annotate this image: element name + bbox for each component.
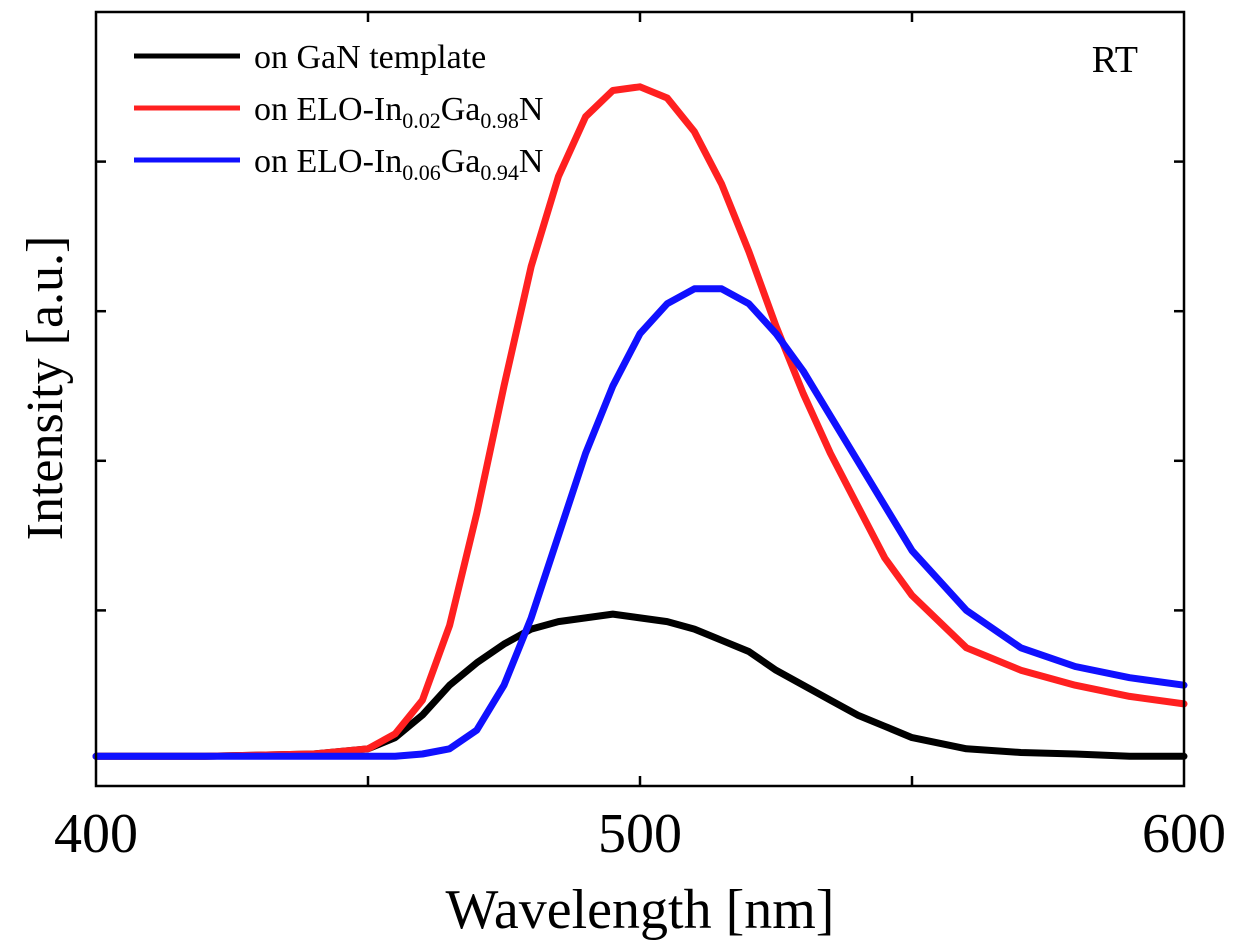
legend: on GaN template on ELO-In0.02Ga0.98N on EL… <box>134 39 543 185</box>
x-tick-label: 600 <box>1142 803 1226 865</box>
series-line-1 <box>92 610 1188 760</box>
axes-ticks <box>96 12 1184 786</box>
series-layer <box>92 83 1188 760</box>
series-line-3 <box>92 285 1188 760</box>
rt-annotation: RT <box>1092 39 1138 81</box>
x-tick-labels: 400 500 600 <box>54 803 1226 865</box>
legend-label-3: on ELO-In0.06Ga0.94N <box>254 143 543 185</box>
x-axis-label: Wavelength [nm] <box>446 879 835 941</box>
legend-label-1: on GaN template <box>254 39 486 76</box>
x-tick-label: 400 <box>54 803 138 865</box>
series-line-2 <box>92 83 1188 760</box>
plot-frame <box>94 10 1186 788</box>
legend-label-2: on ELO-In0.02Ga0.98N <box>254 91 543 133</box>
y-axis-label: Intensity [a.u.] <box>17 236 74 541</box>
x-tick-label: 500 <box>598 803 682 865</box>
